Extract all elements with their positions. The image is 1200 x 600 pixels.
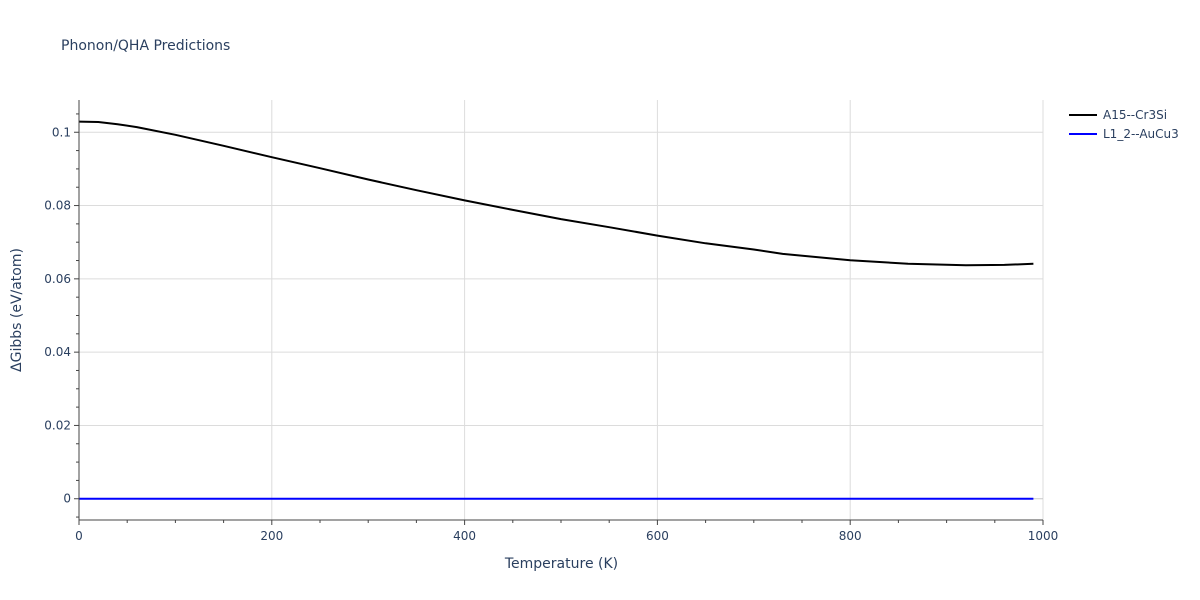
chart-title: Phonon/QHA Predictions (61, 38, 230, 54)
legend-label[interactable]: A15--Cr3Si (1103, 108, 1167, 122)
y-axis-title: ΔGibbs (eV/atom) (9, 248, 25, 372)
y-tick-label: 0.06 (44, 272, 71, 286)
x-tick-label: 600 (646, 529, 669, 543)
series-line-1 (78, 120, 1034, 267)
legend-label[interactable]: L1_2--AuCu3 (1103, 127, 1179, 141)
axes-layer (74, 100, 1044, 525)
x-axis-title: Temperature (K) (504, 556, 618, 572)
x-tick-label: 200 (260, 529, 283, 543)
x-tick-label: 800 (839, 529, 862, 543)
y-tick-label: 0.02 (44, 418, 71, 432)
x-tick-label: 1000 (1028, 529, 1059, 543)
y-tick-label: 0.1 (52, 125, 71, 139)
y-tick-label: 0 (63, 492, 71, 506)
x-tick-label: 0 (75, 529, 83, 543)
y-tick-label: 0.08 (44, 199, 71, 213)
y-tick-labels: 0 0.02 0.04 0.06 0.08 0.1 (44, 125, 71, 505)
legend: A15--Cr3Si L1_2--AuCu3 (1069, 108, 1179, 141)
y-tick-label: 0.04 (44, 345, 71, 359)
x-tick-labels: 0 200 400 600 800 1000 (75, 529, 1058, 543)
x-tick-label: 400 (453, 529, 476, 543)
series-layer (78, 120, 1034, 500)
